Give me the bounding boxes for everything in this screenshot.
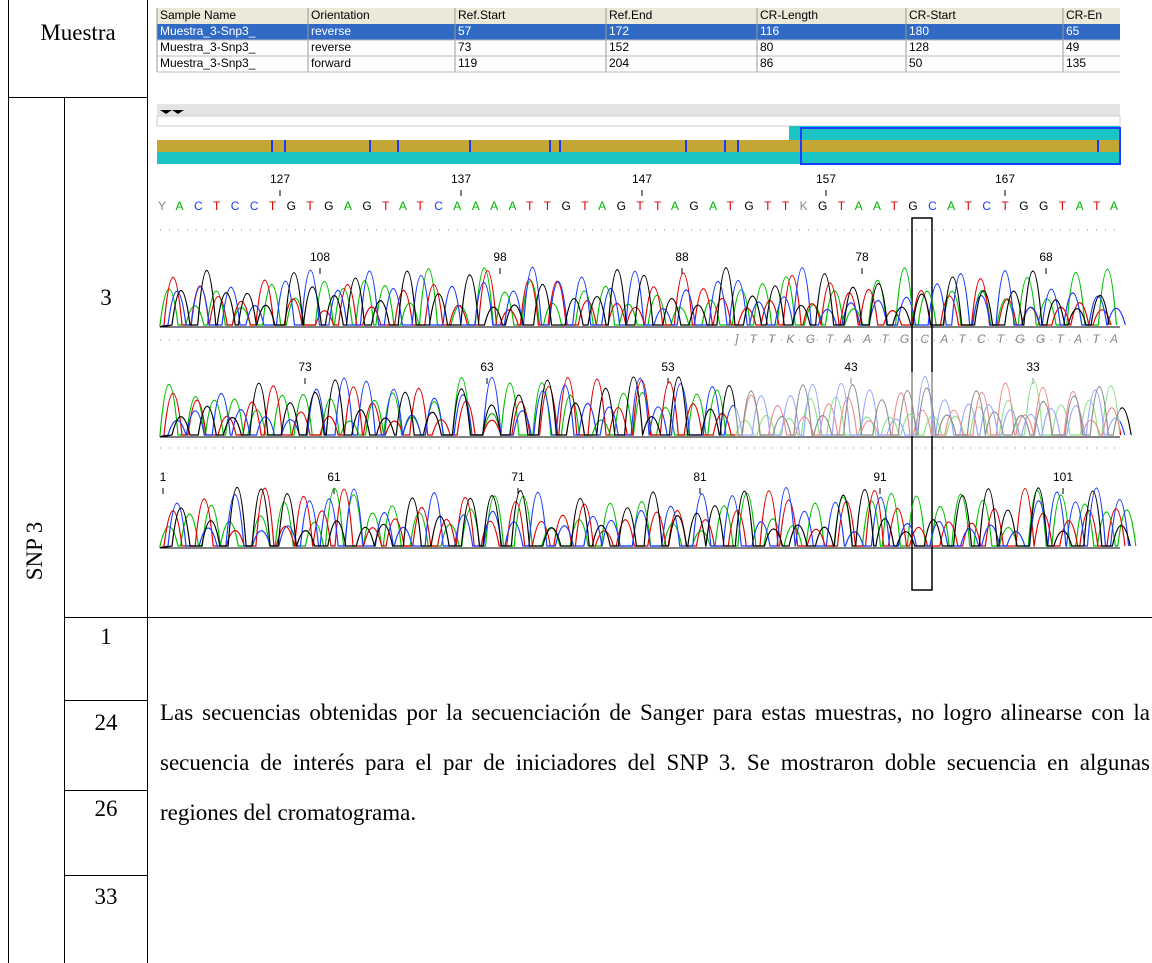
cell: forward — [311, 56, 351, 70]
column-header: Sample Name — [160, 8, 236, 22]
border — [64, 700, 148, 701]
overview-top — [157, 116, 1120, 126]
border — [64, 875, 148, 876]
cell: Muestra_3-Snp3_ — [160, 40, 256, 54]
overview — [157, 152, 1120, 164]
ruler-label: 127 — [270, 172, 290, 186]
ruler-label: 1 — [160, 470, 167, 484]
sample: 24 — [64, 710, 148, 736]
cell: reverse — [311, 40, 351, 54]
ruler-label: 147 — [632, 172, 652, 186]
cell: 49 — [1066, 40, 1080, 54]
border — [64, 617, 1152, 618]
cell: 152 — [609, 40, 629, 54]
page: Muestra SNP 3 3 1 24 26 33 Las secuencia… — [0, 0, 1152, 963]
cell: 57 — [458, 24, 472, 38]
column-header: CR-En — [1066, 8, 1102, 22]
cell: 172 — [609, 24, 629, 38]
ruler-label: 157 — [816, 172, 836, 186]
cell: 73 — [458, 40, 472, 54]
ruler-label: 108 — [310, 250, 330, 264]
ruler-label: 61 — [327, 470, 341, 484]
cell: Muestra_3-Snp3_ — [160, 56, 256, 70]
ruler-label: 167 — [995, 172, 1015, 186]
column-header: CR-Start — [909, 8, 956, 22]
ruler-label: 78 — [855, 250, 869, 264]
ruler-label: 88 — [675, 250, 689, 264]
column-header: Ref.End — [609, 8, 652, 22]
note: Las secuencias obtenidas por la secuenci… — [160, 688, 1150, 838]
cell: Muestra_3-Snp3_ — [160, 24, 256, 38]
cell: 119 — [458, 56, 477, 70]
sample: 33 — [64, 884, 148, 910]
ruler-label: 73 — [298, 360, 312, 374]
sample: 26 — [64, 796, 148, 822]
toolbar — [157, 104, 1120, 116]
screenshot: Sample Name Orientation Ref.Start Ref.End CR… — [0, 0, 1152, 600]
cell: 116 — [760, 24, 779, 38]
cell: reverse — [311, 24, 351, 38]
ruler-label: 137 — [451, 172, 471, 186]
border — [64, 790, 148, 791]
ruler-label: 71 — [511, 470, 525, 484]
ruler-label: 68 — [1039, 250, 1053, 264]
column-header: Orientation — [311, 8, 370, 22]
cell: 65 — [1066, 24, 1080, 38]
ruler-label: 91 — [873, 470, 887, 484]
cell: 86 — [760, 56, 774, 70]
cell: 204 — [609, 56, 629, 70]
screenshot-bg — [157, 8, 1120, 590]
cell: 180 — [909, 24, 929, 38]
column-header: CR-Length — [760, 8, 818, 22]
ruler-label: 53 — [661, 360, 675, 374]
cell: 128 — [909, 40, 929, 54]
ruler-label: 63 — [480, 360, 494, 374]
cell: 50 — [909, 56, 923, 70]
ruler-label: 101 — [1053, 470, 1073, 484]
cell: 80 — [760, 40, 774, 54]
gray-region — [735, 372, 1120, 436]
ruler-label: 98 — [493, 250, 507, 264]
ruler-label: 81 — [693, 470, 707, 484]
column-header: Ref.Start — [458, 8, 506, 22]
sample: 1 — [64, 624, 148, 650]
overview — [157, 140, 1120, 152]
selected-row — [157, 24, 1120, 40]
cell: 135 — [1066, 56, 1086, 70]
